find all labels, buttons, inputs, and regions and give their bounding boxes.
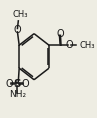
Text: O: O [56, 29, 64, 39]
Text: O: O [6, 79, 13, 89]
Text: S: S [14, 79, 21, 89]
Text: NH₂: NH₂ [9, 90, 26, 99]
Text: CH₃: CH₃ [79, 41, 95, 50]
Text: O: O [14, 25, 21, 35]
Text: O: O [66, 40, 73, 50]
Text: O: O [21, 79, 29, 89]
Text: CH₃: CH₃ [12, 10, 28, 19]
